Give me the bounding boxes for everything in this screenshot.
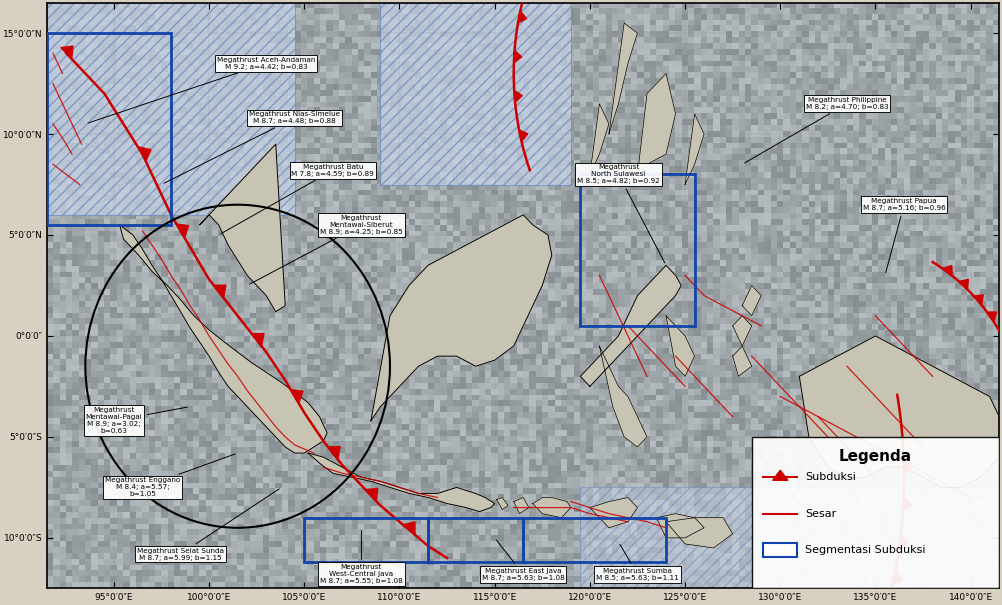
Polygon shape [903, 497, 912, 511]
Text: Subduksi: Subduksi [805, 473, 856, 482]
Text: Segmentasi Subduksi: Segmentasi Subduksi [805, 545, 926, 555]
Text: Megathrust Papua
M 8.7; a=5.16; b=0.96: Megathrust Papua M 8.7; a=5.16; b=0.96 [863, 198, 946, 273]
Polygon shape [199, 144, 286, 312]
Polygon shape [590, 497, 637, 528]
Polygon shape [987, 312, 997, 322]
Bar [580, 174, 694, 326]
Polygon shape [590, 103, 609, 174]
Polygon shape [371, 215, 552, 420]
Polygon shape [637, 73, 675, 174]
Polygon shape [899, 534, 909, 548]
Polygon shape [119, 225, 327, 453]
Bar [752, 437, 999, 588]
Bar [381, 3, 571, 185]
Polygon shape [742, 286, 762, 316]
Text: Megathrust Batu
M 7.8; a=4.59; b=0.89: Megathrust Batu M 7.8; a=4.59; b=0.89 [221, 164, 374, 234]
Polygon shape [974, 295, 983, 305]
Bar [428, 518, 523, 562]
Polygon shape [609, 23, 637, 134]
Polygon shape [999, 330, 1002, 340]
Polygon shape [800, 336, 999, 488]
Text: Legenda: Legenda [839, 449, 912, 464]
Polygon shape [599, 346, 647, 447]
Polygon shape [943, 266, 952, 276]
Text: Megathrust Nias-Simelue
M 8.7; a=4.48; b=0.88: Megathrust Nias-Simelue M 8.7; a=4.48; b… [164, 111, 341, 183]
Polygon shape [514, 90, 522, 102]
Text: Megathrust Philippine
M 8.2; a=4.70; b=0.83: Megathrust Philippine M 8.2; a=4.70; b=0… [744, 97, 889, 163]
Polygon shape [61, 46, 73, 59]
Polygon shape [514, 497, 529, 514]
Polygon shape [666, 518, 732, 548]
Polygon shape [176, 224, 188, 238]
Text: Megathrust
Mentawai-Siberut
M 8.9; a=4.25; b=0.85: Megathrust Mentawai-Siberut M 8.9; a=4.2… [249, 215, 403, 284]
Polygon shape [366, 488, 378, 501]
Text: Megathrust Selat Sunda
M 8.7; a=5.99; b=1.15: Megathrust Selat Sunda M 8.7; a=5.99; b=… [137, 489, 280, 561]
Bar [764, 543, 798, 557]
Polygon shape [685, 114, 704, 185]
Polygon shape [252, 333, 264, 346]
Text: Megathrust East Java
M 8.7; a=5.63; b=1.08: Megathrust East Java M 8.7; a=5.63; b=1.… [482, 540, 564, 581]
Polygon shape [773, 470, 788, 480]
Polygon shape [893, 571, 902, 585]
Text: Megathrust
Mentawai-Pagai
M 8.9; a=3.02;
b=0.63: Megathrust Mentawai-Pagai M 8.9; a=3.02;… [85, 407, 187, 434]
Bar [305, 518, 428, 562]
Polygon shape [533, 497, 571, 518]
Bar [523, 518, 666, 562]
Polygon shape [308, 453, 495, 512]
Polygon shape [514, 50, 522, 62]
Polygon shape [732, 316, 752, 346]
Text: Megathrust
West-Central Java
M 8.7; a=5.55; b=1.08: Megathrust West-Central Java M 8.7; a=5.… [320, 531, 403, 584]
Polygon shape [580, 265, 681, 387]
Text: Sesar: Sesar [805, 509, 837, 518]
Polygon shape [518, 11, 527, 23]
Polygon shape [904, 460, 913, 474]
Polygon shape [291, 390, 303, 404]
Polygon shape [403, 522, 415, 535]
Polygon shape [328, 446, 340, 459]
Polygon shape [139, 147, 151, 162]
Polygon shape [213, 285, 225, 298]
Polygon shape [656, 514, 704, 538]
Text: Megathrust Sumba
M 8.5; a=5.63; b=1.11: Megathrust Sumba M 8.5; a=5.63; b=1.11 [596, 544, 678, 581]
Bar [47, 33, 171, 225]
Polygon shape [732, 346, 752, 376]
Text: Megathrust Enggano
M 8.4; a=5.57;
b=1.05: Megathrust Enggano M 8.4; a=5.57; b=1.05 [105, 454, 235, 497]
Polygon shape [497, 497, 508, 509]
Bar [47, 3, 295, 215]
Polygon shape [666, 316, 694, 376]
Polygon shape [519, 130, 528, 142]
Polygon shape [959, 280, 968, 289]
Text: Megathrust Aceh-Andaman
M 9.2; a=4.42; b=0.83: Megathrust Aceh-Andaman M 9.2; a=4.42; b… [88, 57, 316, 123]
Text: Megathrust
North Sulawesi
M 8.5; a=4.82; b=0.92: Megathrust North Sulawesi M 8.5; a=4.82;… [577, 165, 664, 263]
Bar [580, 488, 999, 588]
